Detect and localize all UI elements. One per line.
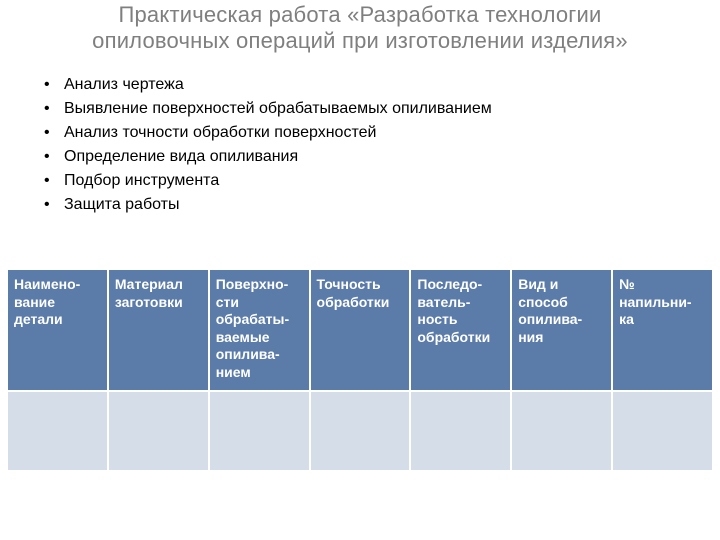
slide: Практическая работа «Разработка технолог…: [0, 0, 720, 540]
cell: [8, 392, 107, 470]
cell: [512, 392, 611, 470]
list-item: Выявление поверхностей обрабатываемых оп…: [40, 97, 720, 121]
col-material: Материал заготовки: [109, 270, 208, 390]
table-header-row: Наимено-вание детали Материал заготовки …: [8, 270, 712, 390]
col-surfaces: Поверхно-сти обрабаты-ваемые опилива-ние…: [210, 270, 309, 390]
cell: [311, 392, 410, 470]
col-part-name: Наимено-вание детали: [8, 270, 107, 390]
cell: [613, 392, 712, 470]
list-item: Анализ точности обработки поверхностей: [40, 121, 720, 145]
col-accuracy: Точность обработки: [311, 270, 410, 390]
list-item: Подбор инструмента: [40, 169, 720, 193]
bullet-list: Анализ чертежа Выявление поверхностей об…: [40, 73, 720, 217]
list-item: Анализ чертежа: [40, 73, 720, 97]
table-container: Наимено-вание детали Материал заготовки …: [6, 268, 714, 472]
cell: [109, 392, 208, 470]
col-file-number: № напильни-ка: [613, 270, 712, 390]
page-title: Практическая работа «Разработка технолог…: [0, 0, 720, 55]
list-item: Защита работы: [40, 193, 720, 217]
col-filing-type: Вид и способ опилива-ния: [512, 270, 611, 390]
cell: [411, 392, 510, 470]
technology-table: Наимено-вание детали Материал заготовки …: [6, 268, 714, 472]
table-row: [8, 392, 712, 470]
col-sequence: Последо-ватель-ность обработки: [411, 270, 510, 390]
cell: [210, 392, 309, 470]
list-item: Определение вида опиливания: [40, 145, 720, 169]
